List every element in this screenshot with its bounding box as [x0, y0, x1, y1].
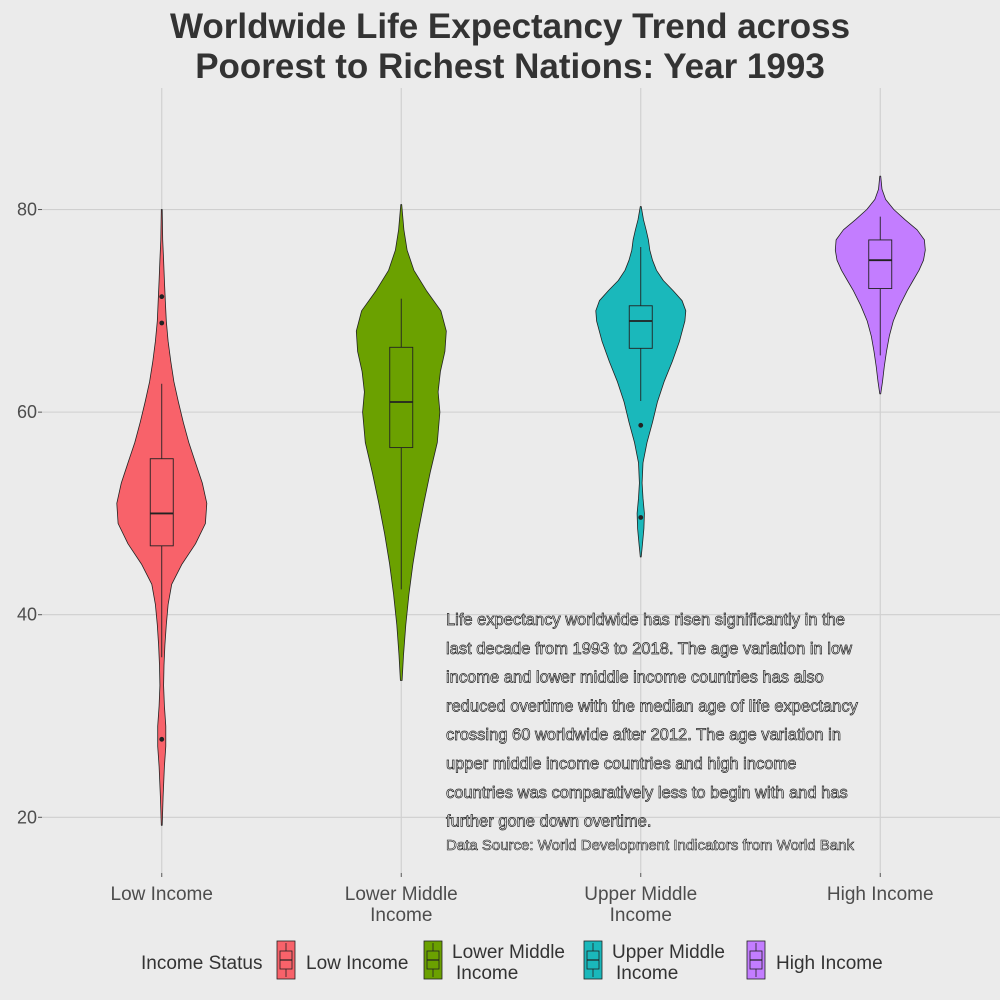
- legend-label: Income: [456, 963, 518, 984]
- legend-label: Lower Middle: [452, 942, 565, 963]
- violin-low: [116, 209, 208, 826]
- y-axis: 20 40 60 80: [17, 200, 42, 827]
- y-tick-label: 80: [17, 200, 37, 220]
- annotation-line: crossing 60 worldwide after 2012. The ag…: [446, 726, 841, 744]
- box-lowermid: [389, 346, 414, 449]
- title-line: Worldwide Life Expectancy Trend across: [170, 7, 850, 46]
- box-high: [868, 239, 893, 290]
- data-source: Data Source: World Development Indicator…: [446, 837, 854, 854]
- legend-label: Income: [616, 963, 678, 984]
- violin-uppermid: [595, 206, 687, 558]
- y-tick-label: 60: [17, 402, 37, 422]
- outlier-point: [159, 294, 165, 300]
- title-line: Poorest to Richest Nations: Year 1993: [195, 47, 825, 86]
- x-tick-label: Upper Middle: [584, 884, 697, 905]
- legend-title: Income Status: [141, 953, 262, 974]
- annotation: Life expectancy worldwide has risen sign…: [446, 611, 859, 855]
- x-tick-label: High Income: [827, 884, 934, 905]
- annotation-line: further gone down overtime.: [446, 813, 651, 831]
- x-tick-label: Income: [610, 905, 672, 926]
- annotation-line: upper middle income countries and high i…: [446, 755, 796, 773]
- y-tick-label: 40: [17, 605, 37, 625]
- outlier-point: [159, 736, 165, 742]
- outlier-point: [638, 515, 644, 520]
- legend-label: Upper Middle: [612, 942, 725, 963]
- box-low: [149, 458, 174, 547]
- x-tick-label: Low Income: [111, 884, 213, 905]
- outlier-point: [159, 320, 165, 326]
- annotation-line: last decade from 1993 to 2018. The age v…: [446, 640, 852, 658]
- violin-high: [834, 175, 926, 395]
- violins: [116, 175, 926, 826]
- violin-lowermid: [355, 204, 447, 681]
- annotation-line: Life expectancy worldwide has risen sign…: [446, 611, 845, 629]
- y-tick-label: 20: [17, 807, 37, 827]
- x-tick-label: Lower Middle: [345, 884, 458, 905]
- chart-title: Worldwide Life Expectancy Trend acrossPo…: [170, 7, 850, 86]
- annotation-line: income and lower middle income countries…: [446, 669, 824, 687]
- outlier-point: [638, 422, 644, 428]
- annotation-line: countries was comparatively less to begi…: [446, 784, 848, 802]
- annotation-line: reduced overtime with the median age of …: [446, 697, 859, 715]
- legend-label: Low Income: [306, 953, 408, 974]
- legend-item-high: High Income: [746, 940, 883, 980]
- legend-item-low: Low Income: [276, 940, 408, 980]
- x-tick-label: Income: [370, 905, 432, 926]
- box-uppermid: [628, 305, 653, 349]
- legend-label: High Income: [776, 953, 883, 974]
